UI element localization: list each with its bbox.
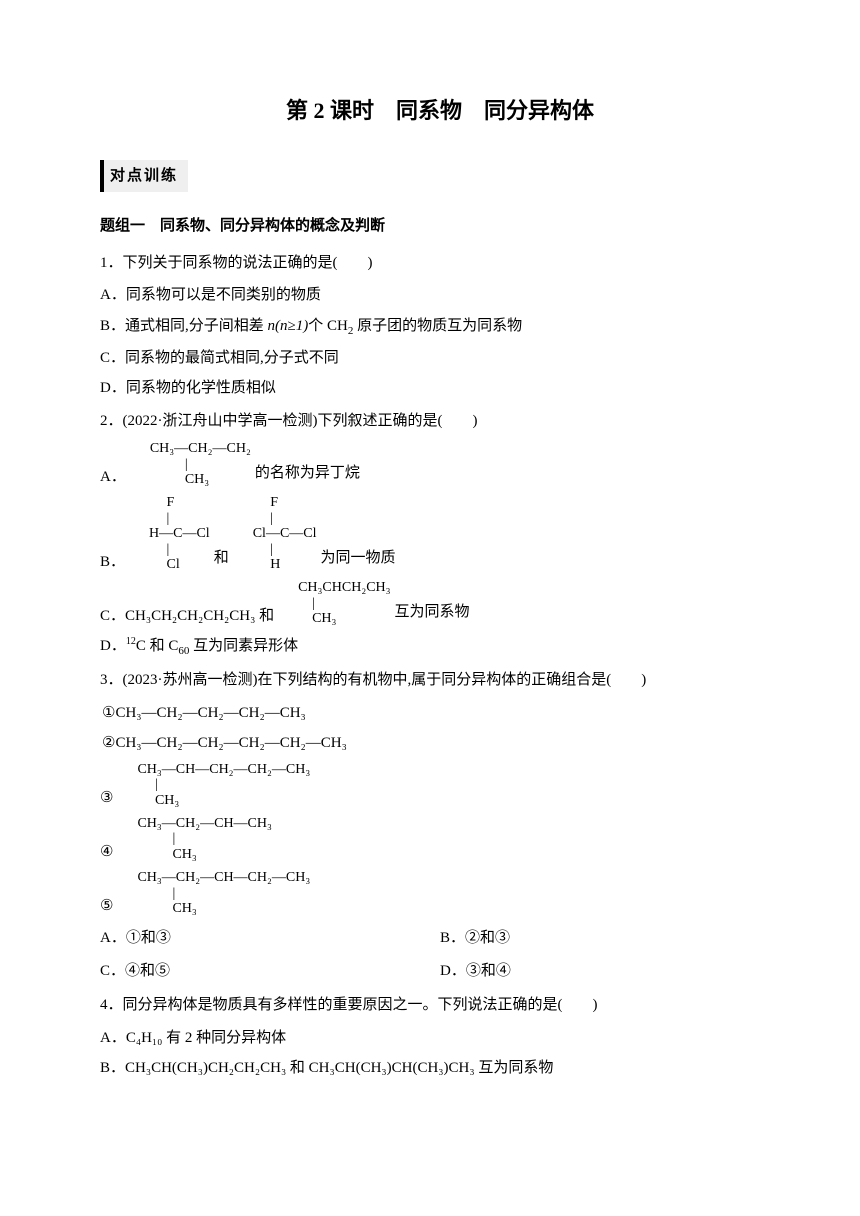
q2-opt-a: A． CH₃—CH₂—CH₂ | CH₃ 的名称为异丁烷 — [100, 439, 780, 491]
group-title: 题组一 同系物、同分异构体的概念及判断 — [100, 212, 780, 241]
q1-opt-c: C．同系物的最简式相同,分子式不同 — [100, 344, 780, 373]
q2-opt-b: B． F | H—C—Cl | Cl 和 F | Cl—C—Cl | H 为同一… — [100, 493, 780, 576]
q2-opt-c: C．CH₃CH₂CH₂CH₂CH₃ 和 CH₃CHCH₂CH₃ | CH₃ 互为… — [100, 578, 780, 630]
q2-d-sup: 12 — [126, 636, 136, 647]
section-label: 对点训练 — [100, 160, 188, 193]
q1-b-post2: 原子团的物质互为同系物 — [353, 318, 522, 334]
q2-b-letter: B． — [100, 548, 125, 577]
q2-d-tail: 互为同素异形体 — [189, 638, 298, 654]
q2-a-letter: A． — [100, 463, 126, 492]
q3-stem: 3．(2023·苏州高一检测)在下列结构的有机物中,属于同分异构体的正确组合是(… — [100, 666, 780, 695]
q2-b-mid: 和 — [214, 544, 229, 577]
q2-d-pre: D． — [100, 638, 126, 654]
q3-l4-struct: CH₃—CH₂—CH—CH₃ | CH₃ — [137, 816, 271, 862]
q2-c-tail: 互为同系物 — [395, 598, 470, 631]
q1-b-mid: n(n≥1) — [268, 318, 309, 334]
page-title: 第 2 课时 同系物 同分异构体 — [100, 90, 780, 132]
q2-c-struct: CH₃CHCH₂CH₃ | CH₃ — [298, 580, 390, 626]
q1-opt-b: B．通式相同,分子间相差 n(n≥1)个 CH2 原子团的物质互为同系物 — [100, 312, 780, 342]
q1-opt-a: A．同系物可以是不同类别的物质 — [100, 281, 780, 310]
q3-opt-a: A．①和③ — [100, 924, 440, 953]
q3-l2: ②CH₃—CH₂—CH₂—CH₂—CH₂—CH₃ — [102, 729, 780, 758]
q3-l5: ⑤ CH₃—CH₂—CH—CH₂—CH₃ | CH₃ — [100, 868, 780, 920]
q4-opt-b: B．CH₃CH(CH₃)CH₂CH₂CH₃ 和 CH₃CH(CH₃)CH(CH₃… — [100, 1054, 780, 1083]
q2-a-tail: 的名称为异丁烷 — [255, 459, 360, 492]
q2-d-sub: 60 — [178, 645, 189, 657]
q3-l5-num: ⑤ — [100, 892, 113, 921]
q3-l4: ④ CH₃—CH₂—CH—CH₃ | CH₃ — [100, 814, 780, 866]
q3-l4-num: ④ — [100, 838, 113, 867]
q3-opts-row2: C．④和⑤ D．③和④ — [100, 955, 780, 988]
q2-b-struct1: F | H—C—Cl | Cl — [149, 495, 210, 572]
q3-l3-struct: CH₃—CH—CH₂—CH₂—CH₃ | CH₃ — [137, 762, 310, 808]
q2-b-struct2: F | Cl—C—Cl | H — [253, 495, 317, 572]
q2-stem: 2．(2022·浙江舟山中学高一检测)下列叙述正确的是( ) — [100, 407, 780, 436]
q3-opt-d: D．③和④ — [440, 957, 780, 986]
q4-stem: 4．同分异构体是物质具有多样性的重要原因之一。下列说法正确的是( ) — [100, 991, 780, 1020]
q2-a-struct: CH₃—CH₂—CH₂ | CH₃ — [150, 441, 251, 487]
q3-l5-struct: CH₃—CH₂—CH—CH₂—CH₃ | CH₃ — [137, 870, 310, 916]
q2-d-mid: C 和 C — [136, 638, 179, 654]
q3-l1: ①CH₃—CH₂—CH₂—CH₂—CH₃ — [102, 699, 780, 728]
q1-b-pre: B．通式相同,分子间相差 — [100, 318, 268, 334]
q2-c-pre: C．CH₃CH₂CH₂CH₂CH₃ 和 — [100, 602, 274, 631]
q1-stem: 1．下列关于同系物的说法正确的是( ) — [100, 249, 780, 278]
q3-opt-b: B．②和③ — [440, 924, 780, 953]
q3-opts-row1: A．①和③ B．②和③ — [100, 922, 780, 955]
q2-opt-d: D．12C 和 C60 互为同素异形体 — [100, 632, 780, 662]
q1-opt-d: D．同系物的化学性质相似 — [100, 374, 780, 403]
q1-b-post: 个 CH — [308, 318, 348, 334]
section-label-wrap: 对点训练 — [100, 160, 780, 205]
q3-l3-num: ③ — [100, 784, 113, 813]
q3-l3: ③ CH₃—CH—CH₂—CH₂—CH₃ | CH₃ — [100, 760, 780, 812]
q2-b-tail: 为同一物质 — [321, 544, 396, 577]
q3-opt-c: C．④和⑤ — [100, 957, 440, 986]
q4-opt-a: A．C₄H₁₀ 有 2 种同分异构体 — [100, 1024, 780, 1053]
